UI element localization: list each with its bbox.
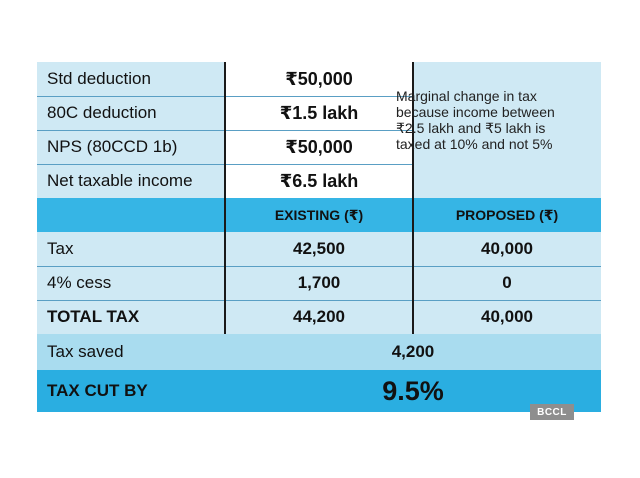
deduction-label: NPS (80CCD 1b): [47, 137, 178, 156]
deduction-label: 80C deduction: [47, 103, 157, 122]
tax-saved-label: Tax saved: [47, 342, 124, 361]
column-divider: [224, 62, 226, 334]
row-label: 4% cess: [47, 273, 112, 292]
deduction-label: Std deduction: [47, 69, 151, 88]
row-divider: [37, 266, 601, 267]
deduction-row: Net taxable income ₹6.5 lakh: [37, 164, 601, 198]
table-row: TOTAL TAX 44,200 40,000: [37, 300, 601, 334]
deduction-row: Std deduction ₹50,000: [37, 62, 601, 96]
header-existing: EXISTING (₹): [274, 206, 364, 223]
deduction-label: Net taxable income: [47, 171, 193, 190]
proposed-value: 0: [502, 273, 512, 292]
header-proposed: PROPOSED (₹): [455, 206, 559, 223]
proposed-value: 40,000: [481, 307, 533, 326]
tax-saved-row: Tax saved 4,200: [37, 334, 601, 370]
table-header: EXISTING (₹) PROPOSED (₹): [37, 198, 601, 232]
existing-value: 44,200: [293, 307, 345, 326]
row-label: TOTAL TAX: [47, 307, 140, 326]
deduction-value: ₹1.5 lakh: [225, 96, 413, 130]
tax-cut-label: TAX CUT BY: [47, 381, 148, 400]
deduction-value: ₹50,000: [225, 130, 413, 164]
deduction-value: ₹50,000: [225, 62, 413, 96]
existing-value: 1,700: [297, 273, 341, 292]
existing-value: 42,500: [293, 239, 345, 258]
table-row: 4% cess 1,700 0: [37, 266, 601, 300]
deduction-value: ₹6.5 lakh: [225, 164, 413, 198]
deduction-row: NPS (80CCD 1b) ₹50,000: [37, 130, 601, 164]
tax-saved-value: 4,200: [391, 342, 435, 361]
proposed-value: 40,000: [481, 239, 533, 258]
credit-badge: BCCL: [530, 404, 574, 420]
column-divider: [412, 62, 414, 334]
deduction-row: 80C deduction ₹1.5 lakh: [37, 96, 601, 130]
tax-cut-value: 9.5%: [382, 375, 444, 406]
tax-comparison-table: Std deduction ₹50,000 80C deduction ₹1.5…: [37, 62, 601, 412]
row-label: Tax: [47, 239, 74, 258]
tax-cut-row: TAX CUT BY 9.5%: [37, 370, 601, 412]
table-row: Tax 42,500 40,000: [37, 232, 601, 266]
row-divider: [37, 300, 601, 301]
marginal-change-note: Marginal change in tax because income be…: [396, 88, 555, 152]
